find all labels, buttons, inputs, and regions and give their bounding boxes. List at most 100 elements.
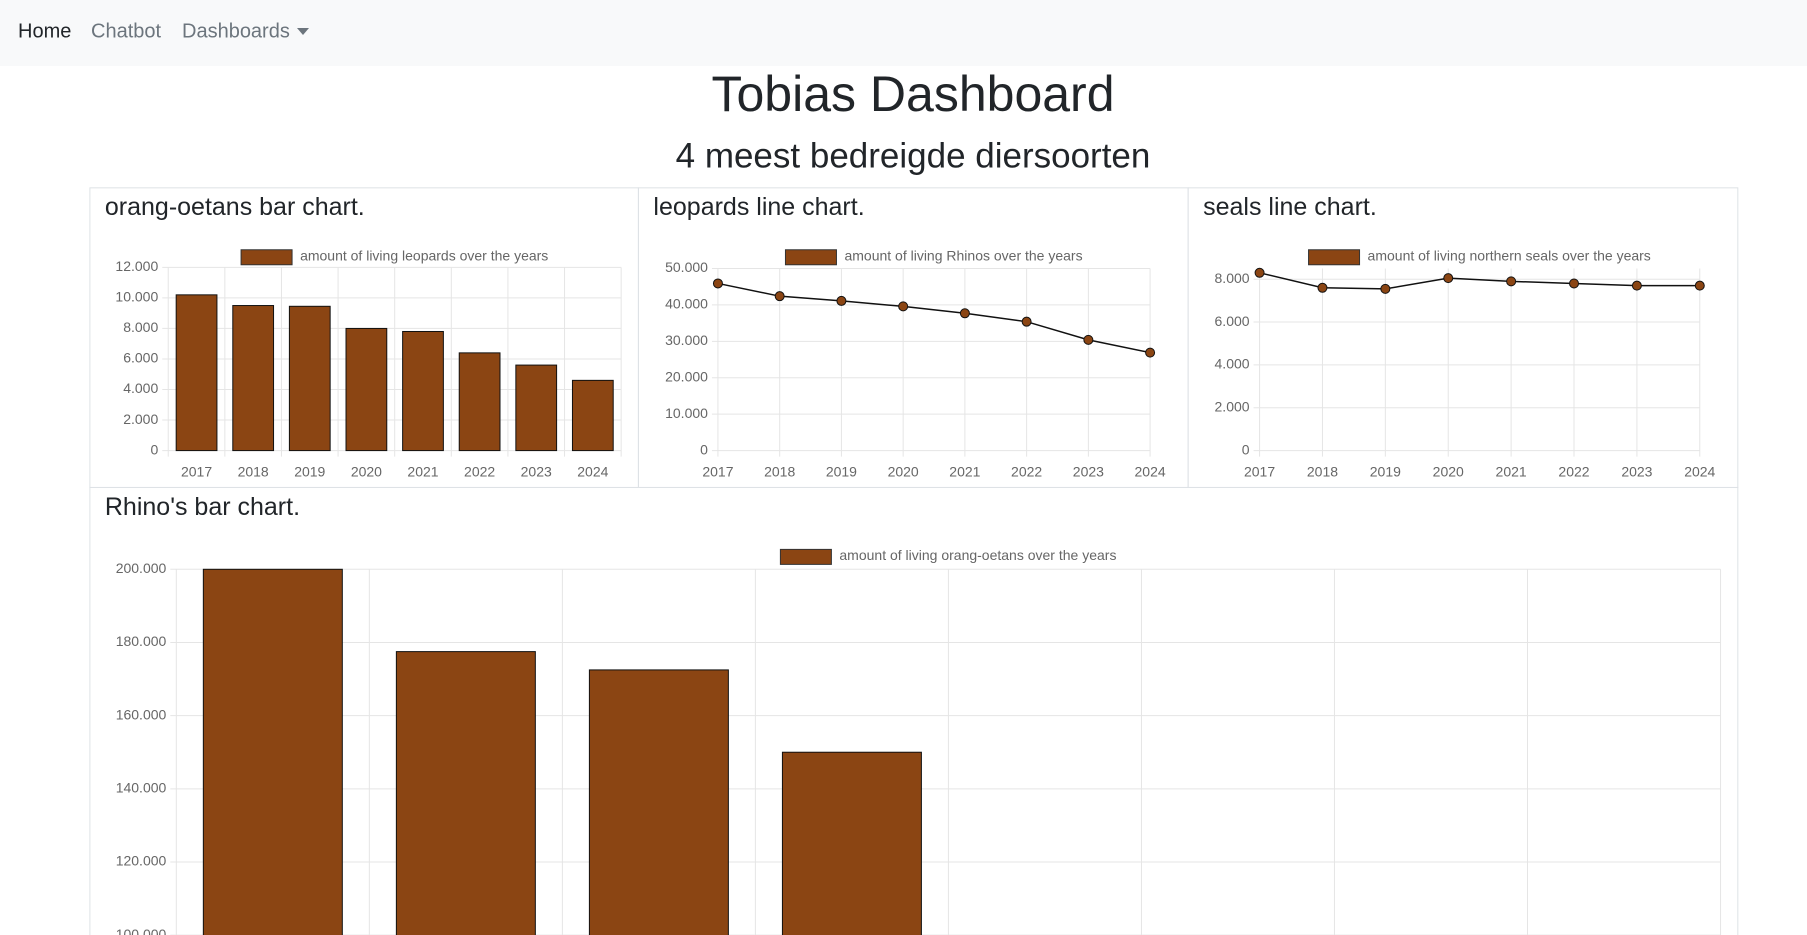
x-tick-label: 2020 (351, 463, 382, 479)
y-tick-label: 180.000 (116, 633, 167, 649)
x-tick-label: 2024 (577, 463, 608, 479)
panel (1187, 187, 1739, 488)
panel-title: orang-oetans bar chart. (105, 193, 365, 221)
x-tick-label: 2024 (1684, 463, 1715, 479)
panel (637, 187, 1189, 488)
y-tick-label: 12.000 (115, 258, 158, 274)
x-tick-label: 2017 (1244, 463, 1275, 479)
point (1506, 276, 1517, 287)
bar (458, 352, 501, 452)
bar (395, 651, 536, 935)
y-tick-label: 4.000 (123, 380, 158, 396)
panel-title: seals line chart. (1203, 193, 1377, 221)
panel-title: Rhino's bar chart. (105, 493, 300, 521)
point (712, 278, 723, 289)
legend-label: amount of living Rhinos over the years (844, 247, 1082, 263)
x-tick-label: 2024 (1135, 463, 1166, 479)
bar (202, 568, 343, 935)
y-tick-label: 0 (150, 441, 158, 457)
x-tick-label: 2021 (407, 463, 438, 479)
y-tick-label: 20.000 (665, 368, 708, 384)
x-tick-label: 2020 (1433, 463, 1464, 479)
bar (288, 305, 331, 452)
y-tick-label: 140.000 (116, 780, 167, 796)
dropdown-caret (297, 28, 309, 35)
y-tick-label: 10.000 (665, 405, 708, 421)
bar (781, 751, 922, 935)
bar (175, 294, 218, 452)
point (1021, 316, 1032, 327)
page-subtitle: 4 meest bedreigde diersoorten (676, 136, 1151, 175)
legend-swatch (784, 249, 837, 266)
x-tick-label: 2018 (764, 463, 795, 479)
x-tick-label: 2022 (1558, 463, 1589, 479)
bar (232, 305, 275, 452)
navbar (0, 0, 1807, 66)
panel (89, 486, 1739, 935)
legend-label: amount of living orang-oetans over the y… (839, 547, 1116, 563)
panel-title: leopards line chart. (653, 193, 864, 221)
point (1145, 347, 1156, 358)
bar (515, 364, 558, 452)
x-tick-label: 2023 (1073, 463, 1104, 479)
x-tick-label: 2018 (238, 463, 269, 479)
x-tick-label: 2020 (888, 463, 919, 479)
legend-label: amount of living leopards over the years (300, 247, 548, 263)
point (774, 291, 785, 302)
x-tick-label: 2019 (1370, 463, 1401, 479)
y-tick-label: 0 (1242, 441, 1250, 457)
y-tick-label: 120.000 (116, 853, 167, 869)
legend-swatch (240, 249, 293, 266)
page-title: Tobias Dashboard (711, 66, 1114, 122)
x-tick-label: 2022 (464, 463, 495, 479)
y-tick-label: 8.000 (123, 319, 158, 335)
x-tick-label: 2021 (1496, 463, 1527, 479)
point (836, 295, 847, 306)
x-tick-label: 2017 (702, 463, 733, 479)
y-tick-label: 30.000 (665, 332, 708, 348)
x-tick-label: 2022 (1011, 463, 1042, 479)
y-tick-label: 40.000 (665, 296, 708, 312)
nav-dropdown[interactable]: Dashboards (182, 20, 290, 42)
bar (402, 330, 444, 452)
y-tick-label: 50.000 (665, 259, 708, 275)
x-tick-label: 2017 (181, 463, 212, 479)
y-tick-label: 8.000 (1215, 270, 1250, 286)
x-tick-label: 2019 (294, 463, 325, 479)
point (898, 301, 909, 312)
x-tick-label: 2023 (1621, 463, 1652, 479)
point (959, 308, 970, 319)
bar (345, 327, 388, 452)
x-tick-label: 2019 (826, 463, 857, 479)
point (1569, 278, 1580, 289)
point (1083, 334, 1094, 345)
point (1254, 267, 1265, 278)
point (1317, 282, 1328, 293)
point (1380, 283, 1391, 294)
legend-swatch (1308, 249, 1361, 266)
point (1694, 280, 1705, 291)
y-tick-label: 10.000 (115, 289, 158, 305)
y-tick-label: 0 (700, 441, 708, 457)
y-tick-label: 160.000 (116, 706, 167, 722)
line (717, 282, 1151, 354)
y-tick-label: 2.000 (1215, 398, 1250, 414)
point (1631, 280, 1642, 291)
y-tick-label: 6.000 (1215, 313, 1250, 329)
y-tick-label: 2.000 (123, 411, 158, 427)
legend-swatch (779, 548, 832, 565)
nav-link[interactable]: Chatbot (91, 20, 161, 42)
x-tick-label: 2021 (949, 463, 980, 479)
y-tick-label: 200.000 (116, 560, 167, 576)
line (1259, 272, 1700, 290)
y-tick-label: 100.000 (116, 926, 167, 935)
x-tick-label: 2023 (521, 463, 552, 479)
nav-link[interactable]: Home (18, 20, 71, 42)
bar (588, 669, 729, 935)
legend-label: amount of living northern seals over the… (1368, 247, 1651, 263)
bar (571, 379, 614, 452)
x-tick-label: 2018 (1307, 463, 1338, 479)
y-tick-label: 6.000 (123, 350, 158, 366)
